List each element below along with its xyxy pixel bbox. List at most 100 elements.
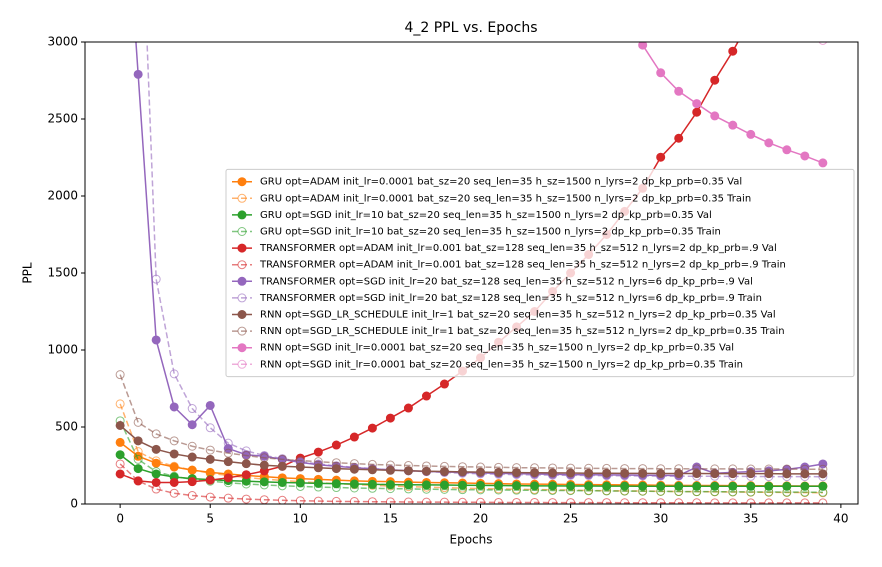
- data-point: [620, 486, 630, 496]
- data-point: [494, 485, 504, 495]
- data-point: [566, 481, 576, 491]
- data-point: [241, 470, 251, 480]
- legend-marker: [237, 293, 247, 303]
- data-point: [530, 463, 540, 473]
- data-point: [548, 463, 558, 473]
- x-axis-label: Epochs: [450, 533, 493, 547]
- legend-marker: [237, 177, 247, 187]
- data-point: [494, 497, 504, 504]
- y-tick-label: 0: [70, 497, 78, 511]
- legend-marker: [237, 276, 247, 286]
- data-point: [169, 402, 179, 412]
- data-point: [187, 452, 197, 462]
- series-line: [119, 374, 823, 470]
- data-point: [764, 498, 774, 504]
- data-point: [115, 420, 125, 430]
- data-point: [115, 437, 125, 447]
- data-point: [800, 464, 810, 474]
- data-point: [620, 481, 630, 491]
- data-point: [295, 481, 305, 491]
- legend-marker: [237, 310, 247, 319]
- data-point: [133, 417, 143, 427]
- data-point: [674, 133, 684, 143]
- x-tick-label: 5: [206, 512, 214, 526]
- data-point: [367, 497, 377, 504]
- data-point: [151, 444, 161, 454]
- data-point: [476, 462, 486, 472]
- data-point: [656, 469, 666, 479]
- data-point: [241, 494, 251, 504]
- data-point: [674, 86, 684, 96]
- data-point: [151, 456, 161, 466]
- data-point: [403, 461, 413, 470]
- legend-label: TRANSFORMER opt=SGD init_lr=20 bat_sz=12…: [259, 276, 753, 287]
- y-tick-label: 1000: [47, 343, 78, 357]
- data-point: [205, 400, 215, 410]
- data-point: [259, 460, 269, 470]
- data-point: [169, 488, 179, 498]
- data-point: [151, 484, 161, 494]
- series-line: [119, 441, 823, 487]
- data-point: [367, 423, 377, 433]
- data-point: [205, 423, 215, 433]
- data-point: [421, 461, 431, 471]
- data-point: [674, 487, 684, 497]
- data-point: [331, 458, 341, 468]
- data-point: [584, 481, 594, 491]
- legend-label: GRU opt=ADAM init_lr=0.0001 bat_sz=20 se…: [260, 193, 751, 204]
- data-point: [169, 449, 179, 459]
- data-point: [223, 457, 233, 467]
- data-point: [728, 46, 738, 56]
- legend-label: RNN opt=SGD_LR_SCHEDULE init_lr=1 bat_sz…: [260, 310, 776, 321]
- data-point: [385, 460, 395, 470]
- y-tick-label: 2000: [47, 189, 78, 203]
- y-tick-label: 1500: [47, 266, 78, 280]
- data-point: [512, 497, 522, 504]
- data-point: [313, 457, 323, 467]
- x-tick-label: 35: [743, 512, 758, 526]
- data-point: [620, 464, 630, 474]
- data-point: [385, 484, 395, 494]
- data-point: [818, 464, 828, 474]
- x-tick-label: 0: [116, 512, 124, 526]
- data-point: [512, 463, 522, 473]
- data-point: [313, 447, 323, 457]
- data-point: [476, 467, 486, 477]
- legend-marker: [237, 326, 247, 336]
- series-line: [119, 424, 823, 475]
- data-point: [187, 441, 197, 451]
- data-point: [169, 477, 179, 487]
- data-point: [746, 469, 756, 479]
- data-point: [728, 120, 738, 130]
- data-point: [151, 429, 161, 439]
- data-point: [548, 468, 558, 478]
- data-point: [476, 497, 486, 504]
- x-tick-label: 15: [383, 512, 398, 526]
- data-point: [223, 438, 233, 448]
- x-tick-label: 40: [833, 512, 848, 526]
- data-point: [403, 484, 413, 494]
- data-point: [439, 461, 449, 471]
- legend-marker: [237, 243, 247, 253]
- series-line: [119, 463, 823, 504]
- data-point: [656, 481, 666, 491]
- data-point: [277, 454, 287, 464]
- data-point: [800, 498, 810, 504]
- y-tick-label: 2500: [47, 112, 78, 126]
- legend-marker: [237, 210, 247, 220]
- data-point: [728, 469, 738, 479]
- data-point: [782, 498, 792, 504]
- data-point: [674, 464, 684, 474]
- data-point: [638, 498, 648, 504]
- data-point: [638, 468, 648, 478]
- data-point: [385, 497, 395, 504]
- legend-label: RNN opt=SGD init_lr=0.0001 bat_sz=20 seq…: [260, 343, 734, 354]
- data-point: [656, 68, 666, 78]
- data-point: [746, 498, 756, 504]
- data-point: [223, 448, 233, 458]
- data-point: [259, 480, 269, 490]
- data-point: [584, 486, 594, 496]
- data-point: [367, 483, 377, 493]
- data-point: [115, 370, 125, 380]
- data-point: [151, 274, 161, 284]
